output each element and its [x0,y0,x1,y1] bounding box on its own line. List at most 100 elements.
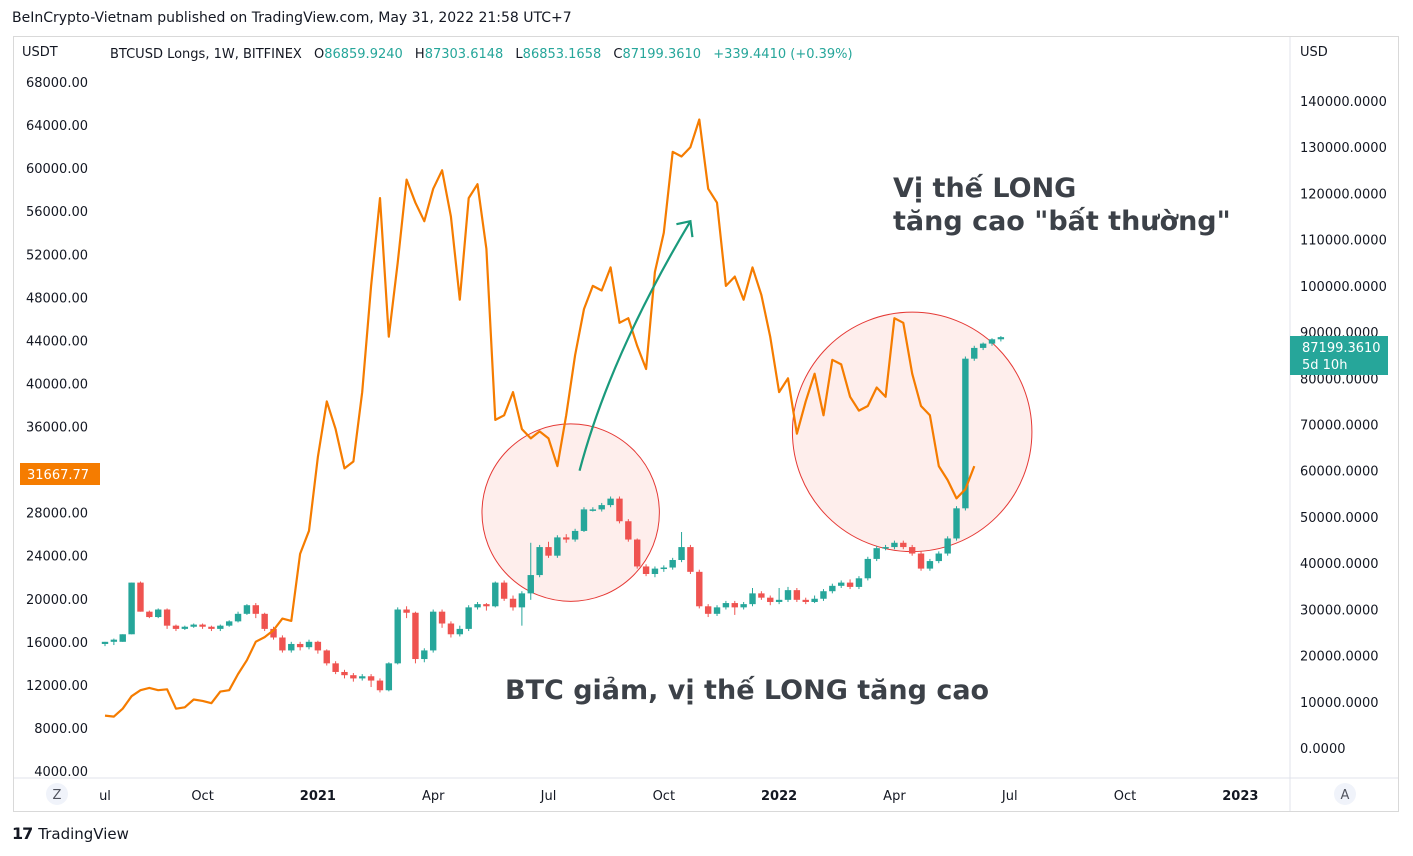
candle-body [509,598,517,608]
candle-body [119,634,126,642]
annotation-long-title-2: tăng cao "bất thường" [893,206,1231,237]
right-price-badge-value: 87199.3610 [1302,341,1381,356]
candle-body [314,641,322,651]
zoom-reset-button[interactable] [46,783,68,805]
right-axis-tick: 10000.0000 [1300,696,1379,711]
annotation-bottom-caption: BTC giảm, vị thế LONG tăng cao [505,675,989,706]
right-axis-tick: 130000.0000 [1300,141,1387,156]
candle-body [589,509,597,511]
candle-body [394,609,401,664]
right-axis-tick: 140000.0000 [1300,95,1387,110]
candle-body [722,603,730,608]
right-axis-tick: 40000.0000 [1300,557,1379,572]
candle-body [545,547,552,556]
time-axis-tick: Oct [1114,789,1136,804]
candle-body [101,641,109,644]
candle-body [296,643,304,648]
candle-body [155,609,162,618]
candle-body [456,628,463,635]
candle-body [829,585,836,592]
candle-body [563,537,570,540]
candle-body [429,611,437,651]
legend-h-label: H [415,47,425,62]
candle-body [350,675,357,679]
candle-body [997,337,1005,340]
candle-body [917,553,925,569]
highlight-circle [481,423,660,602]
time-axis-tick: Oct [191,789,213,804]
legend-c-value: 87199.3610 [622,47,701,62]
right-axis-tick: 50000.0000 [1300,511,1379,526]
candle-body [190,624,197,627]
candle-body [802,599,809,602]
auto-scale-label: A [1341,788,1350,803]
candle-body [483,604,490,607]
brand-name: TradingView [38,824,129,843]
candle-body [518,593,526,608]
candle-body [784,590,792,600]
right-axis-tick: 120000.0000 [1300,187,1387,202]
candle-body [146,611,153,618]
legend-change: +339.4410 (+0.39%) [713,47,852,62]
candle-body [846,582,854,587]
candle-body [873,548,880,559]
candle-body [660,567,668,570]
candle-body [341,671,348,676]
left-axis-tick: 52000.00 [26,248,88,263]
right-price-badge-time: 5d 10h [1302,358,1347,373]
trend-arrow-head [676,219,694,238]
candle-body [731,603,738,608]
left-axis-tick: 8000.00 [34,722,88,737]
tradingview-brand[interactable]: 𝟭𝟳 TradingView [12,824,129,843]
time-axis-tick: Jul [540,789,557,804]
trend-arrow [578,220,692,471]
time-axis-tick: Oct [653,789,675,804]
legend-o-label: O [314,47,324,62]
right-axis-tick: 110000.0000 [1300,234,1387,249]
candle-body [935,553,942,562]
candle-body [323,650,330,664]
candle-body [252,605,259,614]
candle-body [554,537,561,556]
candle-body [669,559,676,568]
candle-body [474,604,481,608]
time-axis-tick: Apr [422,789,445,804]
left-axis-tick: 24000.00 [26,550,88,565]
left-axis-unit: USDT [22,45,58,60]
time-axis-tick: ul [99,789,111,804]
legend-l-label: L [515,47,523,62]
time-axis-tick: 2022 [761,789,797,804]
candle-body [749,593,756,605]
candle-body [616,498,623,522]
candle-body [607,498,614,506]
left-axis-tick: 16000.00 [26,636,88,651]
candle-body [217,625,224,629]
candle-body [359,676,366,679]
chart-frame [13,36,1399,812]
candle-body [580,509,588,531]
candle-body [891,542,898,548]
left-axis-tick: 28000.00 [26,507,88,522]
left-price-badge-text: 31667.77 [27,468,89,483]
left-axis-tick: 44000.00 [26,334,88,349]
left-axis-tick: 36000.00 [26,421,88,436]
candle-body [793,590,801,600]
candle-body [332,663,339,672]
legend-h-value: 87303.6148 [425,47,504,62]
candle-body [926,561,934,569]
candle-body [110,639,118,642]
legend-symbol: BTCUSD Longs, 1W, BITFINEX [110,47,302,62]
time-axis-tick: Apr [883,789,906,804]
candle-body [500,582,508,599]
auto-scale-button[interactable] [1334,783,1356,805]
left-axis-tick: 68000.00 [26,76,88,91]
candle-body [199,624,206,627]
candle-body [172,625,180,629]
candle-body [979,343,987,348]
longs-series-line [104,118,976,718]
candle-body [758,593,765,598]
left-axis-tick: 12000.00 [26,679,88,694]
left-axis-tick: 20000.00 [26,593,88,608]
right-axis-tick: 100000.0000 [1300,280,1387,295]
